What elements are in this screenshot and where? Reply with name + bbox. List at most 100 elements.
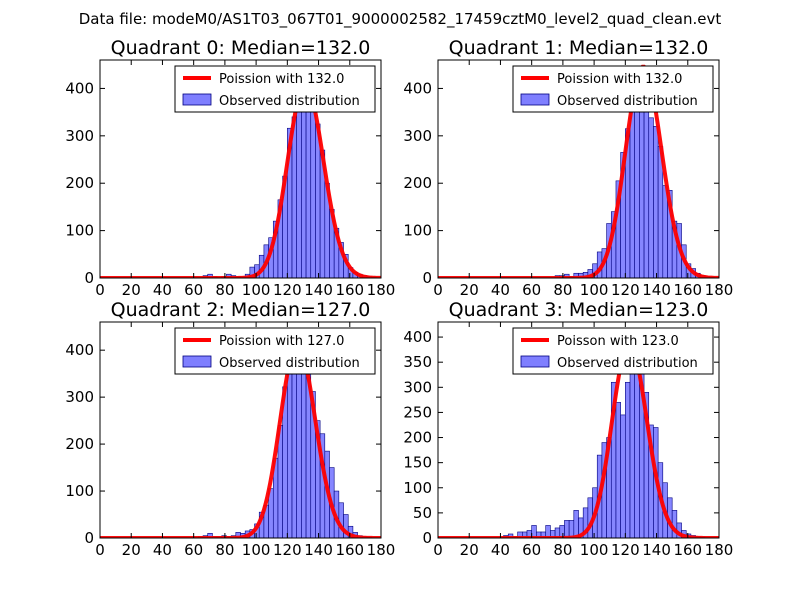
x-tick-label: 180 <box>705 281 734 299</box>
x-tick-label: 140 <box>642 541 671 559</box>
y-tick-label: 100 <box>65 482 94 500</box>
quadrant-1-panel: 0 20 40 60 80 100 120 140 160 1800100200300400Qua… <box>403 37 733 299</box>
axes-frame <box>437 321 720 539</box>
histogram-bar <box>296 347 302 538</box>
x-tick-label: 0 <box>433 281 443 299</box>
x-tick-label: 60 <box>522 281 541 299</box>
x-tick-label: 80 <box>215 281 234 299</box>
x-tick-label: 180 <box>367 541 396 559</box>
legend-line-label: Poission with 127.0 <box>219 334 344 349</box>
quadrant-0-panel: 0 20 40 60 80 100 120 140 160 1800100200300400Qua… <box>65 37 395 299</box>
x-tick-label: 0 <box>95 541 105 559</box>
histogram-bar <box>301 88 307 278</box>
x-tick-label: 20 <box>122 541 141 559</box>
legend-bar-label: Observed distribution <box>219 356 360 371</box>
x-tick-label: 0 <box>95 281 105 299</box>
legend-bar-swatch <box>520 93 550 106</box>
legend-bar-label: Observed distribution <box>557 94 698 109</box>
legend-bar-swatch <box>182 355 212 368</box>
x-tick-label: 120 <box>273 281 302 299</box>
plot-area <box>100 342 381 538</box>
x-tick-label: 60 <box>522 541 541 559</box>
histogram-bar <box>305 98 312 278</box>
x-tick-label: 80 <box>553 281 572 299</box>
legend-line-label: Poission with 132.0 <box>219 72 344 87</box>
x-tick-label: 180 <box>367 281 396 299</box>
plot-area <box>438 341 719 538</box>
x-tick-label: 40 <box>491 281 510 299</box>
x-tick-label: 160 <box>673 541 702 559</box>
histogram-bar <box>653 126 659 278</box>
histogram-bar <box>620 414 626 538</box>
legend: Poission with 127.0 Observed distribution <box>174 327 376 375</box>
poisson-curve <box>438 341 719 538</box>
y-tick-label: 200 <box>403 429 432 447</box>
x-tick-label: 140 <box>304 541 333 559</box>
histogram-bar <box>568 520 575 538</box>
y-tick-label: 250 <box>403 403 432 421</box>
x-tick-label: 40 <box>153 281 172 299</box>
histogram-bar <box>662 185 668 278</box>
y-tick-label: 400 <box>65 341 94 359</box>
x-tick-label: 40 <box>153 541 172 559</box>
histogram-bar <box>310 111 316 278</box>
y-tick-label: 300 <box>65 388 94 406</box>
chart-title: Quadrant 2: Median=127.0 <box>111 299 371 321</box>
legend-bar-label: Observed distribution <box>219 94 360 109</box>
histogram-bar <box>564 520 570 538</box>
legend-bar-label: Observed distribution <box>557 356 698 371</box>
histogram-bar <box>573 510 579 538</box>
plot-area <box>100 82 381 278</box>
legend: Poission with 132.0 Observed distribution <box>512 65 714 113</box>
x-tick-label: 120 <box>611 541 640 559</box>
x-tick-label: 60 <box>184 541 203 559</box>
x-tick-label: 100 <box>242 281 271 299</box>
y-tick-label: 350 <box>403 353 432 371</box>
y-tick-label: 150 <box>403 454 432 472</box>
legend-bar-swatch <box>520 355 550 368</box>
histogram-bar <box>648 117 654 278</box>
chart-title: Quadrant 0: Median=132.0 <box>111 37 371 59</box>
y-tick-label: 200 <box>403 174 432 192</box>
y-tick-label: 300 <box>403 378 432 396</box>
x-tick-label: 80 <box>215 541 234 559</box>
y-tick-label: 400 <box>65 79 94 97</box>
y-tick-label: 200 <box>65 174 94 192</box>
quadrant-3-panel: 0 20 40 60 80 100 120 140 160 1800501001502002503… <box>403 299 733 559</box>
histogram-bar <box>291 356 297 538</box>
legend: Poisson with 123.0 Observed distribution <box>512 327 714 375</box>
x-tick-label: 120 <box>611 281 640 299</box>
legend: Poission with 132.0 Observed distribution <box>174 65 376 113</box>
y-tick-label: 0 <box>84 269 94 287</box>
y-tick-label: 50 <box>413 504 432 522</box>
legend-line-label: Poisson with 123.0 <box>557 334 679 349</box>
y-tick-label: 300 <box>65 127 94 145</box>
x-tick-label: 140 <box>642 281 671 299</box>
x-tick-label: 120 <box>273 541 302 559</box>
y-tick-label: 100 <box>65 222 94 240</box>
x-tick-label: 160 <box>673 281 702 299</box>
histogram-bar <box>296 90 302 278</box>
y-tick-label: 400 <box>403 328 432 346</box>
x-tick-label: 100 <box>580 281 609 299</box>
chart-title: Quadrant 3: Median=123.0 <box>449 299 709 321</box>
x-tick-label: 0 <box>433 541 443 559</box>
histogram-bar <box>287 363 293 538</box>
histogram-bar <box>634 93 640 278</box>
quadrant-2-panel: 0 20 40 60 80 100 120 140 160 1800100200300400Qua… <box>65 299 395 559</box>
y-tick-label: 200 <box>65 435 94 453</box>
x-tick-label: 180 <box>705 541 734 559</box>
poisson-curve <box>100 342 381 538</box>
y-tick-label: 0 <box>422 529 432 547</box>
y-tick-label: 400 <box>403 79 432 97</box>
figure-suptitle: Data file: modeM0/AS1T03_067T01_90000025… <box>79 10 722 29</box>
y-tick-label: 100 <box>403 479 432 497</box>
histogram-bar <box>301 358 307 538</box>
x-tick-label: 20 <box>460 281 479 299</box>
histogram-bar <box>615 402 621 538</box>
histogram-bar <box>338 502 344 538</box>
x-tick-label: 100 <box>242 541 271 559</box>
histogram-bar <box>629 346 635 538</box>
x-tick-label: 80 <box>553 541 572 559</box>
histogram-bar <box>291 116 297 278</box>
